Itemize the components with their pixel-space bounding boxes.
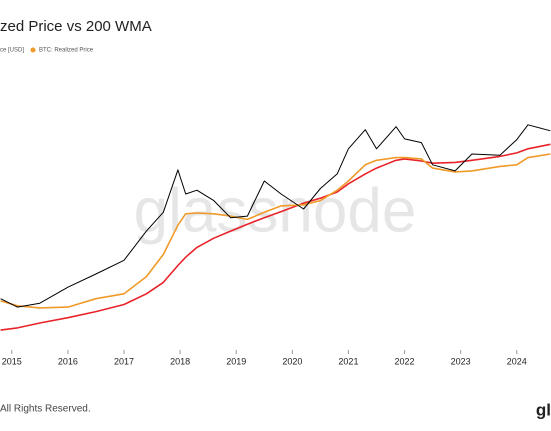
x-tick-label: 2023 — [451, 356, 471, 366]
x-tick-label: 2016 — [58, 356, 78, 366]
x-tick-label: 2020 — [282, 356, 302, 366]
legend-marker — [30, 47, 36, 53]
series-line — [0, 153, 551, 309]
x-tick-label: 2021 — [338, 356, 358, 366]
chart-title: zed Price vs 200 WMA — [0, 18, 152, 35]
x-tick-label: 2015 — [2, 356, 22, 366]
x-tick-label: 2018 — [170, 356, 190, 366]
series-line — [0, 124, 551, 308]
footer: All Rights Reserved. — [0, 404, 91, 415]
x-tick-label: 2022 — [395, 356, 415, 366]
series-line — [0, 143, 551, 331]
x-tick-label: 2019 — [226, 356, 246, 366]
legend-label: BTC: Realized Price — [39, 48, 94, 54]
x-tick-label: 2024 — [507, 356, 527, 366]
logo: gl — [536, 400, 551, 419]
x-tick-label: 2017 — [114, 356, 134, 366]
watermark: glassnode — [134, 176, 417, 245]
legend-label: ce [USD] — [0, 48, 24, 54]
